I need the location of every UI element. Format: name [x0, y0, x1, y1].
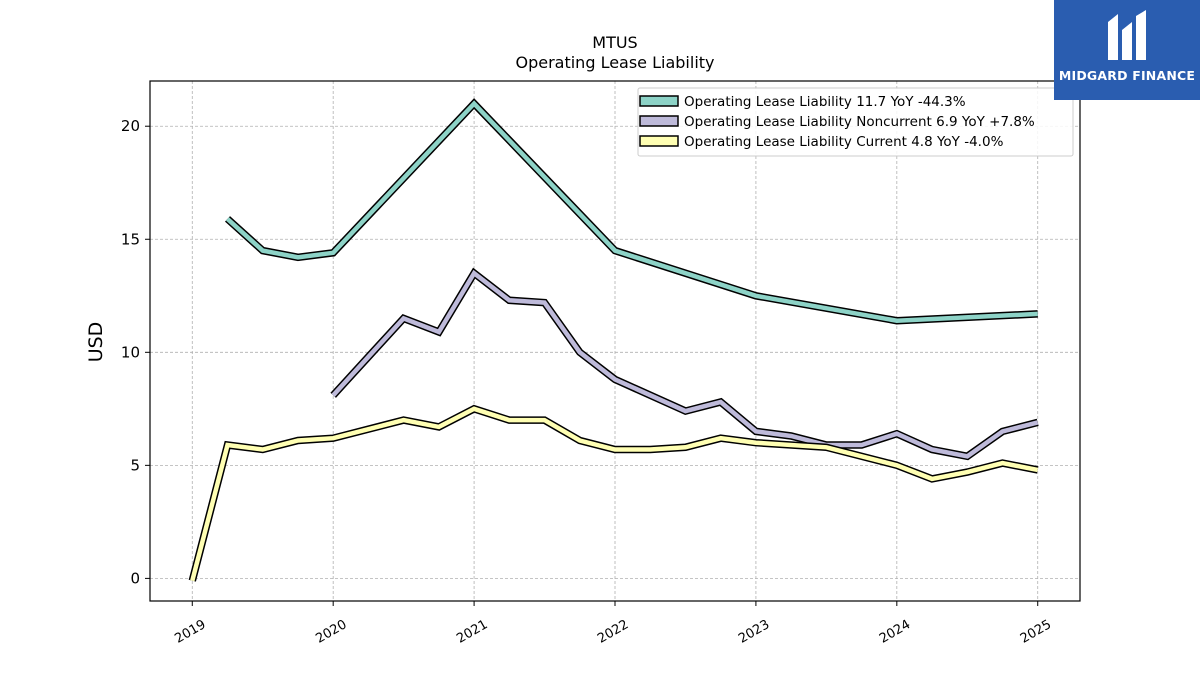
series-line: [225, 100, 1038, 323]
legend-box: [637, 87, 1074, 157]
x-tick-label: 2022: [595, 617, 631, 647]
y-tick-label: 15: [121, 230, 140, 248]
legend-label: Operating Lease Liability Noncurrent 6.9…: [684, 114, 1035, 130]
y-tick-label: 10: [121, 343, 140, 361]
midgard-logo-icon: [1108, 10, 1146, 60]
axes: 0 5 10 15 20 2019 2020 2021 2022 2023 2024 2025: [121, 117, 1054, 647]
y-axis-label: USD: [85, 322, 107, 363]
legend-swatch: [639, 135, 679, 147]
y-tick-label: 5: [130, 456, 140, 474]
x-tick-label: 2023: [736, 617, 772, 647]
grid: [150, 81, 1080, 601]
brand-name: MIDGARD FINANCE: [1058, 68, 1196, 83]
x-tick-label: 2020: [313, 617, 349, 647]
x-tick-label: 2024: [877, 617, 913, 647]
legend-label: Operating Lease Liability Current 4.8 Yo…: [684, 134, 1004, 150]
brand-logo: MIDGARD FINANCE: [1054, 0, 1200, 100]
x-tick-label: 2025: [1018, 617, 1054, 647]
chart-subtitle: Operating Lease Liability: [515, 53, 714, 72]
series-layer: [188, 98, 1039, 582]
legend-label: Operating Lease Liability 11.7 YoY -44.3…: [684, 94, 966, 110]
series-line-outline: [188, 404, 1039, 582]
chart-title: MTUS: [592, 33, 637, 52]
legend: Operating Lease Liability 11.7 YoY -44.3…: [637, 87, 1074, 157]
x-tick-label: 2019: [172, 617, 208, 647]
series-line: [331, 269, 1039, 459]
y-tick-label: 0: [130, 569, 140, 587]
series-line: [190, 406, 1039, 582]
y-tick-label: 20: [121, 117, 140, 135]
legend-swatch: [639, 95, 679, 107]
legend-swatch: [639, 115, 679, 127]
x-tick-label: 2021: [454, 617, 490, 647]
